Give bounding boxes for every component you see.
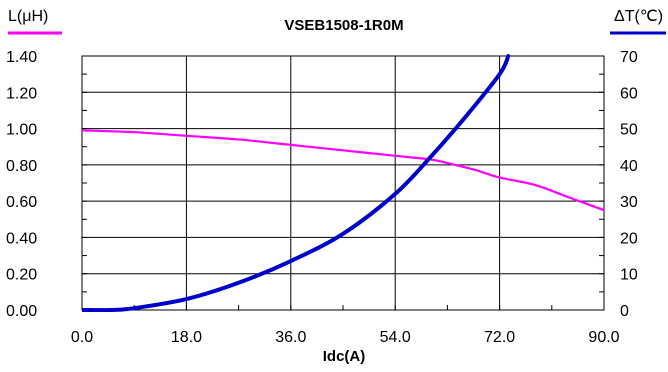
y-left-tick-label: 1.40 xyxy=(6,49,37,66)
y-right-tick-label: 70 xyxy=(620,49,638,66)
x-tick-label: 90.0 xyxy=(588,329,619,346)
x-axis-title: Idc(A) xyxy=(323,348,366,365)
right-axis-title: ΔT(℃) xyxy=(614,8,663,25)
y-right-tick-label: 60 xyxy=(620,85,638,102)
y-right-tick-label: 20 xyxy=(620,230,638,247)
y-left-tick-label: 0.40 xyxy=(6,230,37,247)
series-layer xyxy=(82,54,604,312)
left-axis-title: L(μH) xyxy=(8,8,48,25)
y-left-tick-label: 0.20 xyxy=(6,267,37,284)
y-right-tick-label: 30 xyxy=(620,194,638,211)
y-left-tick-label: 0.80 xyxy=(6,158,37,175)
axis-ticks xyxy=(81,73,605,311)
y-left-tick-label: 1.20 xyxy=(6,85,37,102)
chart-title: VSEB1508-1R0M xyxy=(284,17,403,34)
y-right-tick-label: 40 xyxy=(620,158,638,175)
tick-labels: 0.0 18.0 36.0 54.0 72.0 90.0 0.00 0.20 0.40 0.60 0… xyxy=(6,49,638,346)
series-line-temperature xyxy=(82,54,511,312)
y-right-tick-label: 0 xyxy=(620,303,629,320)
y-right-tick-label: 10 xyxy=(620,267,638,284)
y-left-tick-label: 1.00 xyxy=(6,122,37,139)
x-tick-label: 54.0 xyxy=(380,329,411,346)
x-tick-label: 72.0 xyxy=(484,329,515,346)
x-tick-label: 0.0 xyxy=(71,329,93,346)
x-tick-label: 36.0 xyxy=(275,329,306,346)
grid xyxy=(82,56,604,310)
y-right-tick-label: 50 xyxy=(620,122,638,139)
series-line-inductance xyxy=(82,129,604,212)
y-left-tick-label: 0.60 xyxy=(6,194,37,211)
x-tick-label: 18.0 xyxy=(171,329,202,346)
y-left-tick-label: 0.00 xyxy=(6,303,37,320)
